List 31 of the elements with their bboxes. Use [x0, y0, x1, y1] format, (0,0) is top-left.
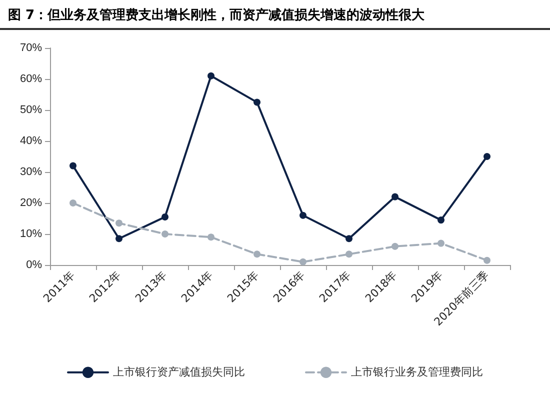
point [70, 200, 76, 206]
point [300, 212, 306, 219]
y-tick-label: 0% [26, 259, 42, 271]
chart-title: 图 7：但业务及管理费支出增长刚性，而资产减值损失增速的波动性很大 [0, 0, 550, 30]
point [162, 230, 168, 238]
point [70, 162, 76, 170]
point [346, 250, 352, 258]
point [392, 193, 398, 200]
point [254, 250, 260, 258]
legend-label: 上市银行资产减值损失同比 [113, 365, 245, 378]
point [392, 242, 398, 250]
point [484, 256, 490, 264]
point [438, 240, 444, 247]
point [116, 235, 122, 242]
y-tick-label: 40% [20, 135, 42, 147]
y-tick-label: 10% [20, 228, 42, 240]
y-tick-label: 20% [20, 197, 42, 209]
point [254, 98, 260, 106]
point [300, 258, 306, 266]
y-tick-label: 50% [20, 104, 42, 116]
point [208, 234, 214, 241]
y-tick-label: 70% [20, 42, 42, 54]
point [116, 220, 122, 227]
legend-label: 上市银行业务及管理费同比 [351, 365, 483, 378]
y-tick-label: 30% [20, 166, 42, 178]
point [346, 235, 352, 242]
point [438, 216, 444, 224]
point [484, 153, 490, 160]
point [162, 213, 168, 220]
y-tick-label: 60% [20, 73, 42, 85]
point [208, 72, 214, 80]
